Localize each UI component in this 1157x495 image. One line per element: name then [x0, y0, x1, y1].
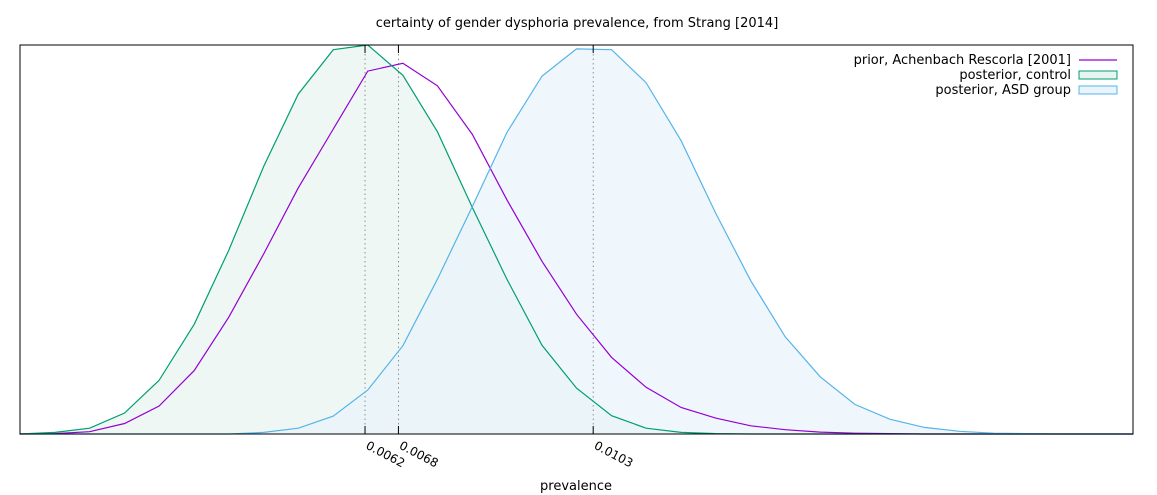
legend-label: prior, Achenbach Rescorla [2001]	[854, 53, 1071, 68]
area-fills	[20, 45, 1133, 435]
legend: prior, Achenbach Rescorla [2001]posterio…	[854, 53, 1118, 98]
x-tick-label: 0.0103	[592, 438, 636, 470]
series-fill-posterior-asd-group	[20, 48, 1133, 435]
legend-label: posterior, ASD group	[935, 83, 1071, 98]
legend-swatch	[1078, 70, 1118, 80]
x-tick-label: 0.0068	[397, 438, 441, 470]
plot-frame	[19, 44, 1134, 435]
series-fill-posterior-control	[20, 45, 1133, 434]
chart-title: certainty of gender dysphoria prevalence…	[376, 16, 779, 31]
legend-swatch	[1078, 85, 1118, 95]
grid-lines	[364, 45, 594, 434]
x-axis-label: prevalence	[540, 479, 612, 494]
legend-label: posterior, control	[959, 68, 1071, 83]
